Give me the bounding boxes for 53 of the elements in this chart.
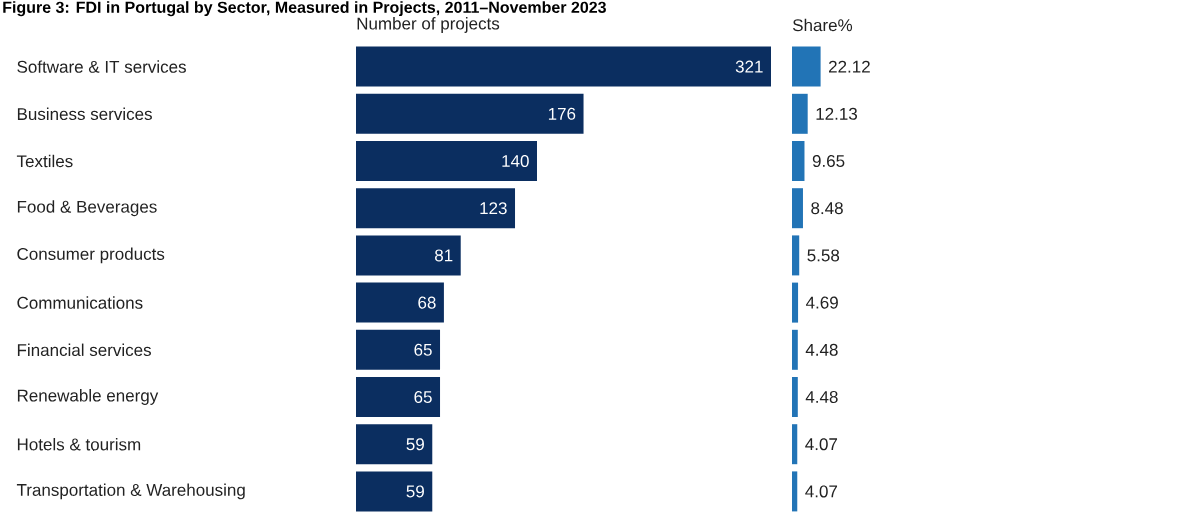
data-label: 59 [406,438,424,451]
y-tick-label: Communications [17,296,143,309]
data-label: 140 [502,154,529,168]
y-tick-label: Software & IT services [17,60,186,73]
y-tick-label: Transportation & Warehousing [16,483,245,500]
data-label: 65 [414,343,432,356]
data-label: 8.48 [811,202,843,215]
bar [792,141,805,181]
data-label: 4.48 [805,343,838,356]
y-tick-label: Hotels & tourism [17,437,141,451]
data-label: 65 [414,390,432,404]
y-tick-label: Business services [17,107,152,121]
bar [792,377,798,417]
bar [356,93,584,134]
bar [356,377,441,417]
bar [356,282,444,323]
data-label: 12.13 [816,107,858,120]
bar [356,141,537,181]
data-label: 321 [735,60,763,73]
bar [792,424,798,465]
data-label: 5.58 [807,249,840,262]
data-label: 4.69 [806,296,838,309]
bar [792,235,800,276]
data-label: 4.07 [805,485,838,498]
chart-subtitle: Number of projects [357,17,500,33]
bar [356,46,771,87]
data-label: 22.12 [829,60,870,73]
bar [356,188,516,229]
bar [792,93,808,134]
bar [356,329,441,370]
data-label: 176 [548,107,576,120]
bar [792,46,821,87]
data-label: 4.48 [805,390,838,404]
data-label: 59 [406,485,424,498]
data-label: 9.65 [812,154,845,168]
bar [792,329,798,370]
chart-title: Share% [792,18,853,32]
bar [356,424,433,465]
y-tick-label: Food & Beverages [17,200,157,217]
data-label: 81 [435,249,453,262]
bar [792,471,798,512]
y-tick-label: Textiles [16,154,73,168]
bar [792,188,803,229]
data-label: 68 [418,296,436,309]
data-label: 4.07 [805,438,838,451]
bar [356,235,461,276]
chart-title: Figure 3: FDI in Portugal by Sector, Measured in Projects, 2011–November 2023 [3,1,606,17]
y-tick-label: Renewable energy [17,389,159,405]
y-tick-label: Consumer products [17,247,165,264]
y-tick-label: Financial services [17,343,151,357]
bar [356,471,433,512]
bar [792,282,799,323]
data-label: 123 [480,202,507,215]
